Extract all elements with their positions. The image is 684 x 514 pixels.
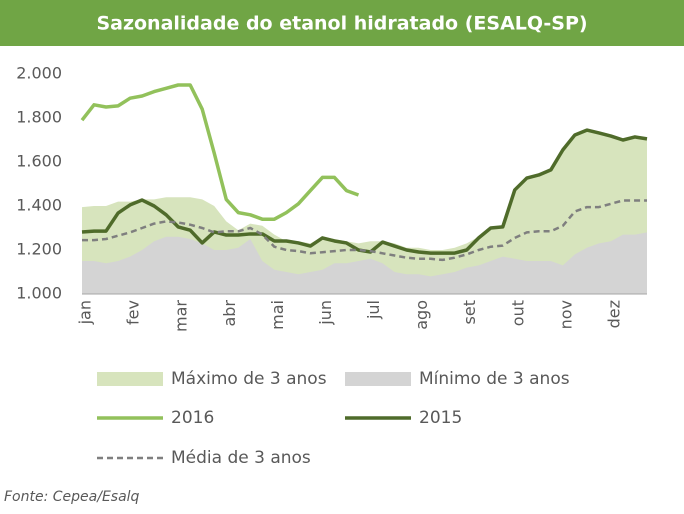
legend-label: 2015 <box>419 408 462 428</box>
y-tick-label: 1.400 <box>16 196 62 215</box>
x-tick-label: fev <box>124 300 143 325</box>
legend-swatch <box>97 372 163 386</box>
x-tick-label: abr <box>220 300 239 327</box>
area <box>82 232 647 294</box>
legend-label: Média de 3 anos <box>171 448 311 468</box>
legend-label: Máximo de 3 anos <box>171 369 327 389</box>
x-tick-label: set <box>460 300 479 324</box>
source: Fonte: Cepea/Esalq <box>4 489 140 505</box>
line <box>82 199 647 262</box>
x-tick-label: jul <box>364 300 383 320</box>
y-tick-label: 1.200 <box>16 240 62 259</box>
x-tick-label: nov <box>556 300 575 329</box>
legend-swatch <box>345 372 411 386</box>
title-banner <box>0 0 684 46</box>
legend-label: 2016 <box>171 408 214 428</box>
x-tick-label: mai <box>268 300 287 330</box>
x-tick-label: jun <box>316 300 335 326</box>
line <box>80 83 360 221</box>
legend-label: Mínimo de 3 anos <box>419 369 570 389</box>
y-tick-label: 1.000 <box>16 284 62 303</box>
y-tick-label: 2.000 <box>16 64 62 83</box>
chart-title: Sazonalidade do etanol hidratado (ESALQ-… <box>96 13 587 35</box>
x-tick-label: out <box>508 300 527 326</box>
x-tick-label: ago <box>412 300 431 330</box>
x-tick-label: dez <box>604 300 623 328</box>
y-tick-label: 1.600 <box>16 152 62 171</box>
y-tick-label: 1.800 <box>16 108 62 127</box>
x-tick-label: jan <box>76 300 95 325</box>
x-tick-label: mar <box>172 300 191 332</box>
